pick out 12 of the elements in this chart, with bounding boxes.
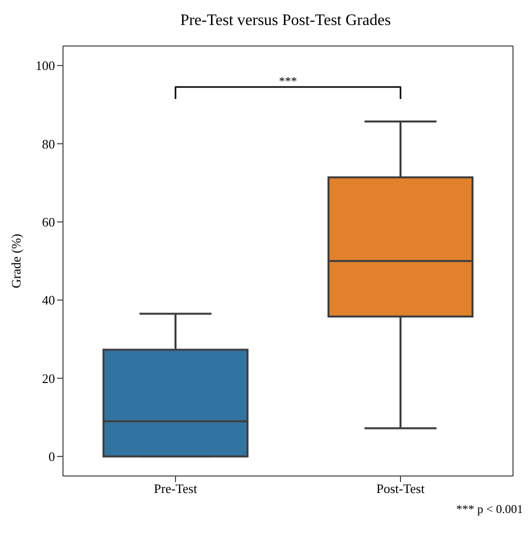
chart-title: Pre-Test versus Post-Test Grades (179, 11, 392, 31)
y-tick-label: 80 (42, 136, 55, 152)
annotation: *** (279, 74, 297, 88)
y-tick-label: 100 (36, 58, 55, 74)
text: *** p < 0.001 (455, 502, 523, 517)
y-tick-label: 20 (42, 370, 55, 386)
y-tick-label: 60 (42, 214, 55, 230)
y-tick-label: 0 (48, 449, 55, 464)
y-tick-label: 40 (42, 292, 55, 308)
y-axis-title: Grade (%) (8, 234, 24, 288)
x-tick-label: Pre-Test (154, 481, 198, 496)
x-tick-label: Post-Test (376, 481, 425, 496)
